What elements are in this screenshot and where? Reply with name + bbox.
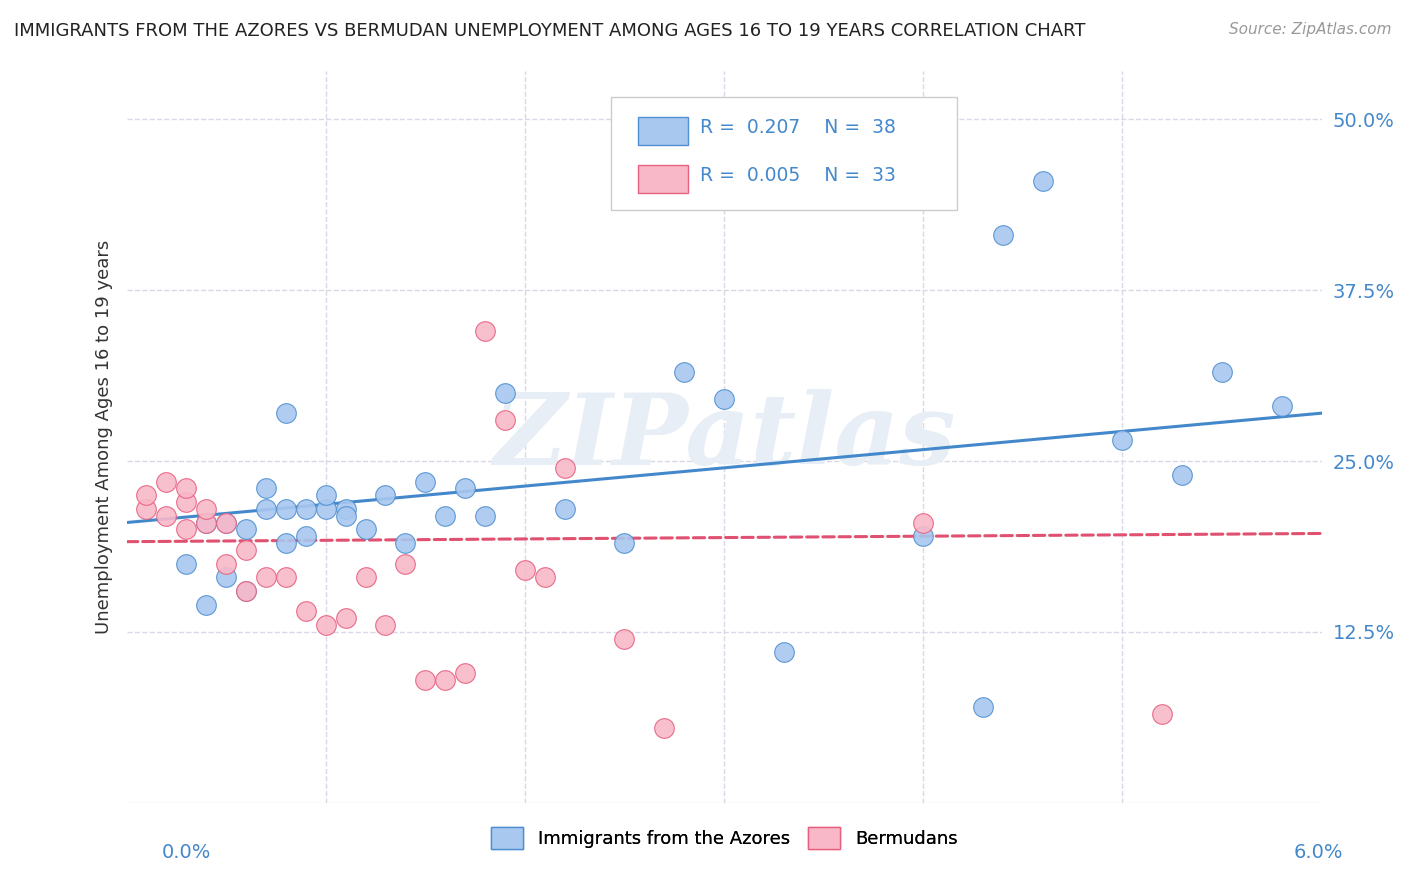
Point — [474, 324, 496, 338]
Point — [294, 501, 316, 516]
Point — [235, 583, 257, 598]
Point — [274, 501, 297, 516]
Point — [135, 501, 157, 516]
Point — [1171, 467, 1194, 482]
Legend: Immigrants from the Azores, Bermudans: Immigrants from the Azores, Bermudans — [484, 820, 965, 856]
Point — [315, 501, 337, 516]
Point — [254, 570, 277, 584]
Point — [195, 598, 218, 612]
Point — [713, 392, 735, 407]
FancyBboxPatch shape — [638, 117, 688, 145]
Point — [315, 488, 337, 502]
Point — [335, 508, 357, 523]
Point — [1271, 400, 1294, 414]
Point — [294, 604, 316, 618]
Point — [613, 632, 636, 646]
Text: R =  0.207    N =  38: R = 0.207 N = 38 — [700, 118, 896, 137]
Point — [354, 522, 377, 536]
Point — [294, 529, 316, 543]
Point — [972, 700, 994, 714]
Point — [454, 665, 477, 680]
Point — [215, 557, 238, 571]
Text: IMMIGRANTS FROM THE AZORES VS BERMUDAN UNEMPLOYMENT AMONG AGES 16 TO 19 YEARS CO: IMMIGRANTS FROM THE AZORES VS BERMUDAN U… — [14, 22, 1085, 40]
Point — [474, 508, 496, 523]
Point — [912, 529, 935, 543]
Point — [254, 481, 277, 495]
Point — [215, 570, 238, 584]
FancyBboxPatch shape — [610, 97, 957, 211]
Point — [413, 673, 436, 687]
Point — [374, 488, 396, 502]
Point — [335, 611, 357, 625]
Point — [394, 536, 416, 550]
Point — [1111, 434, 1133, 448]
Point — [554, 501, 576, 516]
Point — [174, 495, 197, 509]
Point — [1152, 706, 1174, 721]
Point — [215, 516, 238, 530]
Point — [274, 570, 297, 584]
Point — [733, 105, 755, 120]
Point — [673, 365, 696, 379]
Text: 6.0%: 6.0% — [1294, 843, 1343, 862]
Point — [554, 460, 576, 475]
FancyBboxPatch shape — [638, 165, 688, 193]
Point — [195, 516, 218, 530]
Point — [991, 228, 1014, 243]
Point — [174, 481, 197, 495]
Point — [912, 516, 935, 530]
Point — [434, 673, 457, 687]
Point — [235, 583, 257, 598]
Point — [374, 618, 396, 632]
Point — [652, 721, 675, 735]
Point — [155, 475, 177, 489]
Text: ZIPatlas: ZIPatlas — [494, 389, 955, 485]
Point — [174, 522, 197, 536]
Point — [135, 488, 157, 502]
Point — [413, 475, 436, 489]
Point — [215, 516, 238, 530]
Point — [613, 536, 636, 550]
Point — [434, 508, 457, 523]
Point — [274, 536, 297, 550]
Point — [1032, 174, 1054, 188]
Point — [195, 501, 218, 516]
Point — [394, 557, 416, 571]
Point — [235, 522, 257, 536]
Point — [155, 508, 177, 523]
Point — [1211, 365, 1233, 379]
Point — [354, 570, 377, 584]
Point — [773, 645, 796, 659]
Point — [174, 557, 197, 571]
Point — [335, 501, 357, 516]
Point — [195, 516, 218, 530]
Point — [274, 406, 297, 420]
Text: Source: ZipAtlas.com: Source: ZipAtlas.com — [1229, 22, 1392, 37]
Point — [454, 481, 477, 495]
Text: R =  0.005    N =  33: R = 0.005 N = 33 — [700, 166, 896, 185]
Point — [315, 618, 337, 632]
Text: 0.0%: 0.0% — [162, 843, 211, 862]
Point — [494, 413, 516, 427]
Point — [494, 385, 516, 400]
Point — [513, 563, 536, 577]
Point — [254, 501, 277, 516]
Y-axis label: Unemployment Among Ages 16 to 19 years: Unemployment Among Ages 16 to 19 years — [94, 240, 112, 634]
Point — [534, 570, 557, 584]
Point — [235, 542, 257, 557]
